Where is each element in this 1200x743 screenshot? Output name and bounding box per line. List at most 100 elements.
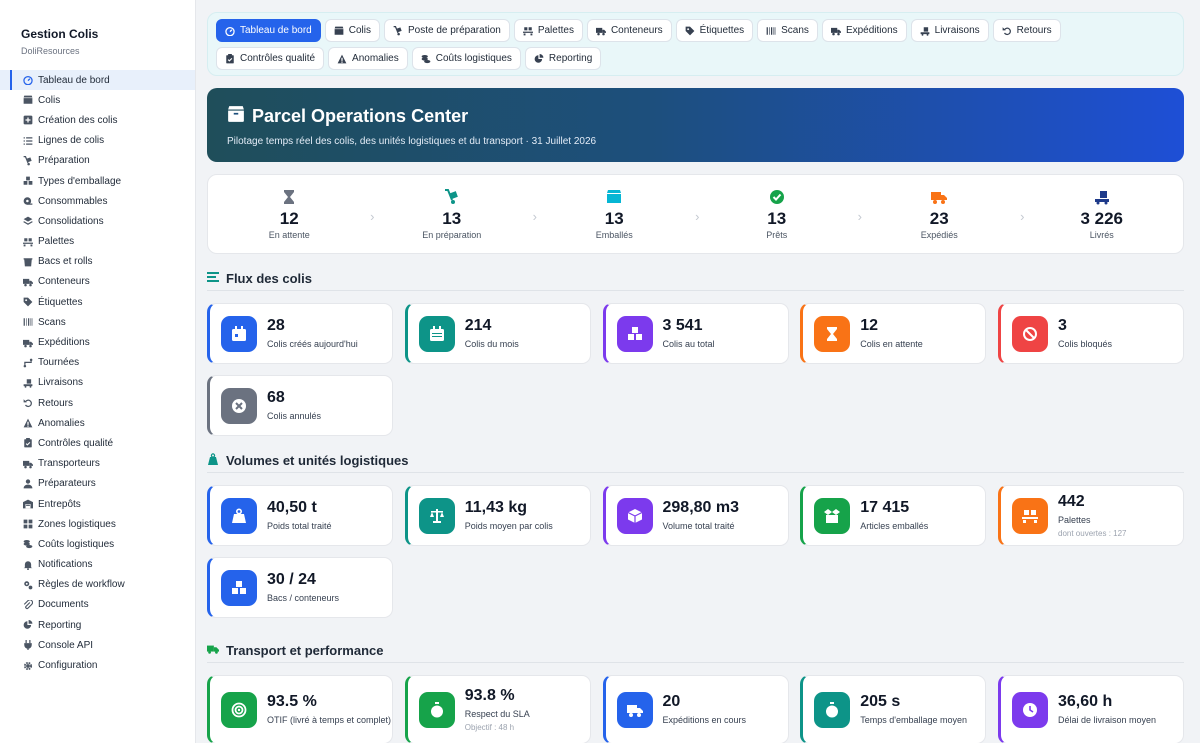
- section-title: Flux des colis: [226, 271, 312, 286]
- tab-livraisons[interactable]: Livraisons: [910, 19, 989, 42]
- kpi-card-otif-livre-a-temps-et-complet[interactable]: 93.5 % OTIF (livré à temps et complet): [207, 675, 393, 743]
- sidebar-item-etiquettes[interactable]: Étiquettes: [0, 292, 195, 312]
- sidebar-item-transporteurs[interactable]: Transporteurs: [0, 454, 195, 474]
- kpi-label: Délai de livraison moyen: [1058, 715, 1157, 725]
- kpi-card-colis-du-mois[interactable]: 214 Colis du mois: [404, 303, 591, 364]
- calendar-icon: [418, 315, 455, 352]
- list-icon: [22, 135, 33, 146]
- sidebar-item-entrepots[interactable]: Entrepôts: [0, 494, 195, 514]
- sidebar-item-notifications[interactable]: Notifications: [0, 555, 195, 575]
- warehouse-icon: [22, 499, 33, 510]
- kpi-label: Palettes: [1058, 515, 1091, 525]
- sidebar-item-consommables[interactable]: Consommables: [0, 191, 195, 211]
- pipeline-stage-expedies[interactable]: 23 Expédiés ›: [858, 189, 1025, 240]
- sidebar-item-tableau-de-bord[interactable]: Tableau de bord: [0, 70, 195, 91]
- sidebar-item-lignes-de-colis[interactable]: Lignes de colis: [0, 131, 195, 151]
- kpi-card-colis-au-total[interactable]: 3 541 Colis au total: [602, 303, 789, 364]
- tab-anomalies[interactable]: Anomalies: [328, 47, 408, 70]
- tab-poste-de-preparation[interactable]: Poste de préparation: [383, 19, 510, 42]
- kpi-card-respect-du-sla[interactable]: 93.8 % Respect du SLA Objectif : 48 h: [404, 675, 591, 743]
- tab-conteneurs[interactable]: Conteneurs: [586, 19, 672, 42]
- sidebar-item-preparateurs[interactable]: Préparateurs: [0, 474, 195, 494]
- kpi-card-poids-total-traite[interactable]: 40,50 t Poids total traité: [207, 485, 393, 546]
- tab-label: Reporting: [548, 53, 593, 64]
- kpi-card-expeditions-en-cours[interactable]: 20 Expéditions en cours: [602, 675, 789, 743]
- tab-expeditions[interactable]: Expéditions: [821, 19, 907, 42]
- sidebar-item-zones-logistiques[interactable]: Zones logistiques: [0, 514, 195, 534]
- sidebar-item-livraisons[interactable]: Livraisons: [0, 373, 195, 393]
- sidebar-item-label: Bacs et rolls: [38, 256, 93, 268]
- sidebar-item-documents[interactable]: Documents: [0, 595, 195, 615]
- kpi-card-bacs-conteneurs[interactable]: 30 / 24 Bacs / conteneurs: [207, 557, 393, 618]
- sidebar-item-couts-logistiques[interactable]: Coûts logistiques: [0, 534, 195, 554]
- kpi-text: 30 / 24 Bacs / conteneurs: [267, 571, 339, 604]
- kpi-text: 93.5 % OTIF (livré à temps et complet): [267, 693, 391, 726]
- tab-retours[interactable]: Retours: [992, 19, 1061, 42]
- sidebar-item-creation-des-colis[interactable]: Création des colis: [0, 110, 195, 130]
- barcode-icon: [766, 26, 776, 36]
- kpi-card-palettes[interactable]: 442 Palettes dont ouvertes : 127: [998, 485, 1184, 546]
- kpi-value: 36,60 h: [1058, 693, 1113, 710]
- sidebar-item-label: Préparateurs: [38, 478, 96, 490]
- tab-couts-logistiques[interactable]: Coûts logistiques: [411, 47, 521, 70]
- box-icon: [22, 95, 33, 106]
- chevron-right-icon: ›: [857, 208, 862, 224]
- kpi-label: Bacs / conteneurs: [267, 593, 340, 603]
- sidebar-item-palettes[interactable]: Palettes: [0, 232, 195, 252]
- tag-icon: [685, 26, 695, 36]
- sidebar-item-label: Entrepôts: [38, 498, 81, 510]
- sidebar-item-label: Types d'emballage: [38, 175, 122, 187]
- tab-tableau-de-bord[interactable]: Tableau de bord: [216, 19, 321, 42]
- sidebar-item-tournees[interactable]: Tournées: [0, 353, 195, 373]
- sidebar-item-conteneurs[interactable]: Conteneurs: [0, 272, 195, 292]
- kpi-card-delai-de-livraison-moyen[interactable]: 36,60 h Délai de livraison moyen: [998, 675, 1184, 743]
- tab-label: Livraisons: [934, 25, 980, 36]
- sidebar-item-configuration[interactable]: Configuration: [0, 655, 195, 675]
- sidebar-item-reporting[interactable]: Reporting: [0, 615, 195, 635]
- sidebar-item-colis[interactable]: Colis: [0, 90, 195, 110]
- tab-scans[interactable]: Scans: [757, 19, 818, 42]
- tab-label: Colis: [348, 25, 371, 36]
- sidebar-item-expeditions[interactable]: Expéditions: [0, 332, 195, 352]
- kpi-card-temps-d-emballage-moyen[interactable]: 205 s Temps d'emballage moyen: [800, 675, 987, 743]
- pipeline-stage-livres[interactable]: 3 226 Livrés: [1021, 189, 1184, 240]
- sidebar-item-anomalies[interactable]: Anomalies: [0, 413, 195, 433]
- kpi-card-colis-annules[interactable]: 68 Colis annulés: [207, 375, 393, 436]
- tab-colis[interactable]: Colis: [324, 19, 380, 42]
- sidebar-item-bacs-et-rolls[interactable]: Bacs et rolls: [0, 252, 195, 272]
- kpi-card-colis-crees-aujourd-hui[interactable]: 28 Colis créés aujourd'hui: [207, 303, 393, 364]
- kpi-card-articles-emballes[interactable]: 17 415 Articles emballés: [800, 485, 987, 546]
- box-open-icon: [814, 497, 851, 534]
- tab-label: Contrôles qualité: [240, 53, 316, 64]
- sidebar-item-label: Création des colis: [38, 114, 118, 126]
- sidebar-item-types-d-emballage[interactable]: Types d'emballage: [0, 171, 195, 191]
- kpi-value: 12: [860, 317, 879, 334]
- box-icon: [227, 105, 252, 128]
- sidebar-item-retours[interactable]: Retours: [0, 393, 195, 413]
- sidebar-item-consolidations[interactable]: Consolidations: [0, 211, 195, 231]
- kpi-text: 93.8 % Respect du SLA Objectif : 48 h: [465, 687, 530, 732]
- pipeline-stage-en-preparation[interactable]: 13 En préparation ›: [371, 188, 537, 240]
- sidebar-item-console-api[interactable]: Console API: [0, 635, 195, 655]
- sidebar-item-controles-qualite[interactable]: Contrôles qualité: [0, 433, 195, 453]
- tab-label: Coûts logistiques: [435, 53, 512, 64]
- sidebar-nav: Tableau de bord Colis Création des colis Li…: [0, 70, 195, 676]
- chart-pie-icon: [534, 53, 544, 64]
- section-volumes: Volumes et unités logistiques: [207, 449, 1184, 473]
- kpi-card-colis-bloques[interactable]: 3 Colis bloqués: [998, 303, 1184, 364]
- clipboard-check-icon: [22, 438, 33, 449]
- pipeline-stage-en-attente[interactable]: 12 En attente ›: [208, 189, 375, 240]
- kpi-value: 214: [464, 317, 492, 334]
- sidebar-item-preparation[interactable]: Préparation: [0, 151, 195, 171]
- kpi-card-volume-total-traite[interactable]: 298,80 m3 Volume total traité: [602, 485, 789, 546]
- sidebar-item-scans[interactable]: Scans: [0, 312, 195, 332]
- kpi-card-poids-moyen-par-colis[interactable]: 11,43 kg Poids moyen par colis: [404, 485, 591, 546]
- pipeline-stage-emballes[interactable]: 13 Emballés ›: [533, 189, 700, 240]
- kpi-card-colis-en-attente[interactable]: 12 Colis en attente: [800, 303, 987, 364]
- sidebar-item-regles-de-workflow[interactable]: Règles de workflow: [0, 575, 195, 595]
- tab-controles-qualite[interactable]: Contrôles qualité: [216, 47, 325, 70]
- tab-palettes[interactable]: Palettes: [513, 19, 583, 42]
- tab-etiquettes[interactable]: Étiquettes: [675, 19, 754, 42]
- pipeline-stage-prets[interactable]: 13 Prêts ›: [696, 189, 862, 240]
- tab-reporting[interactable]: Reporting: [524, 47, 602, 70]
